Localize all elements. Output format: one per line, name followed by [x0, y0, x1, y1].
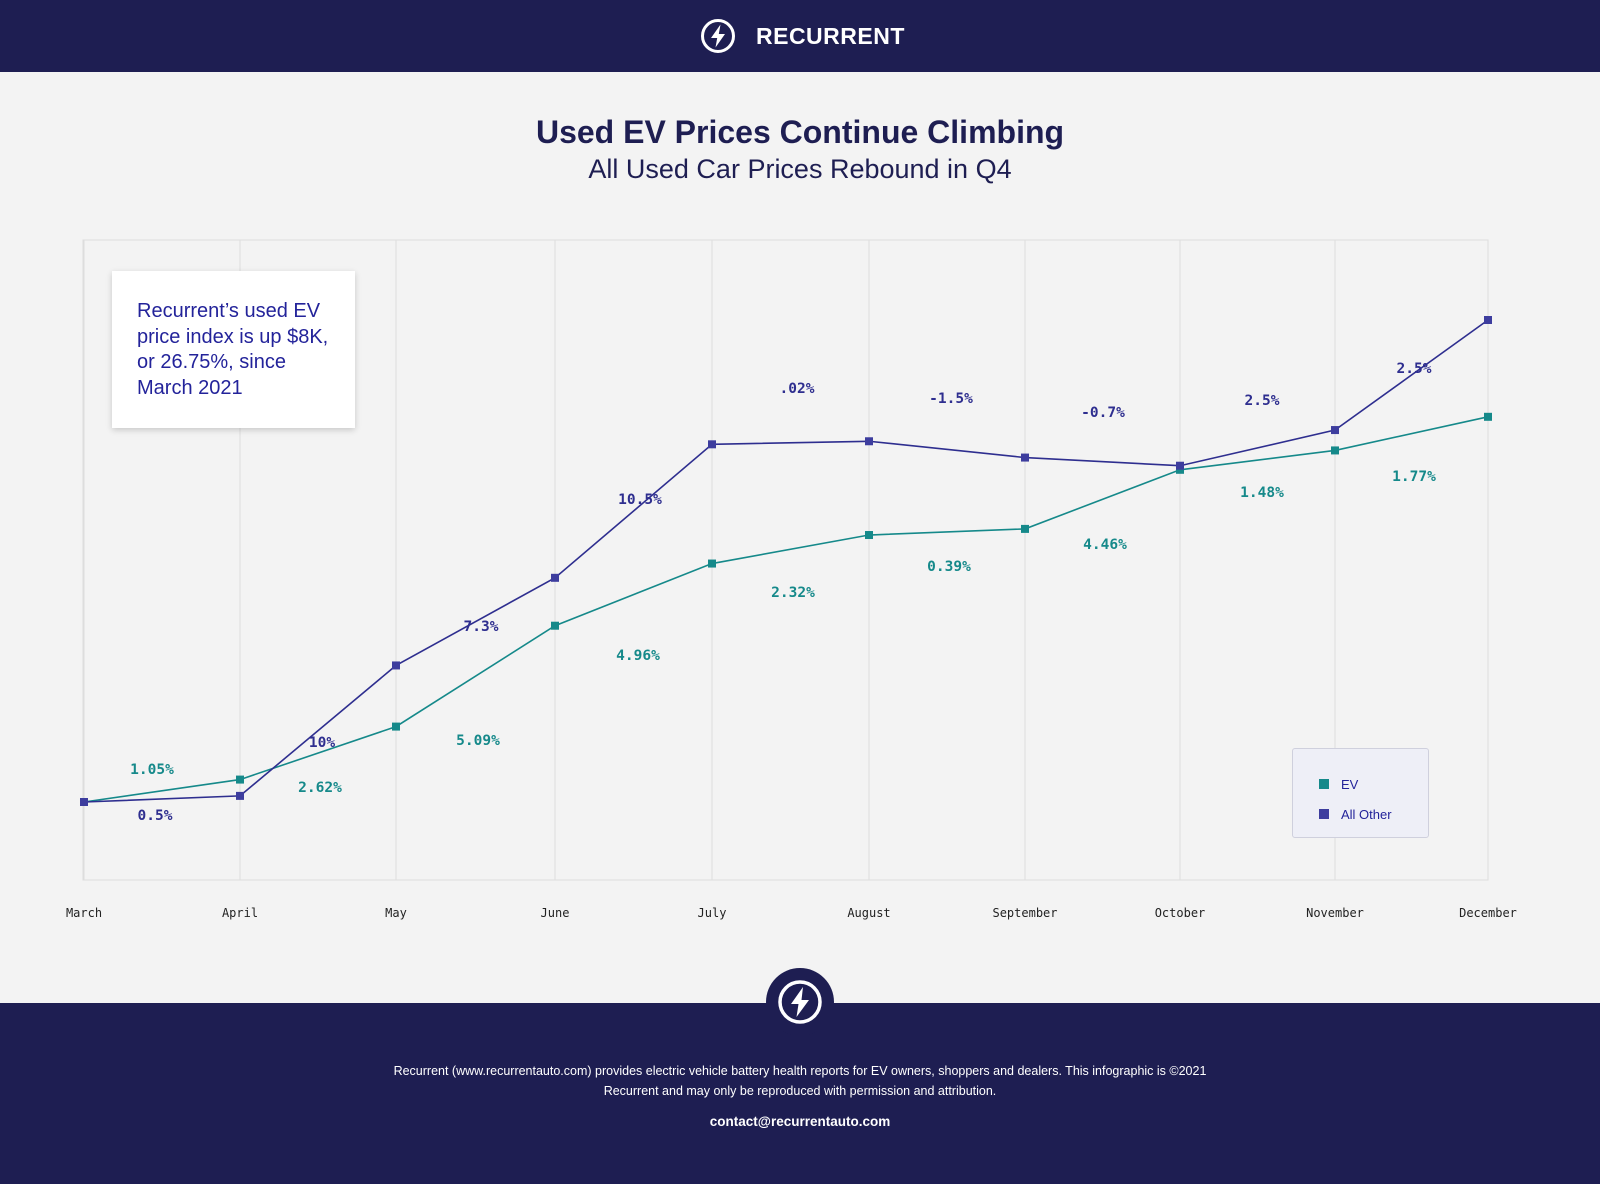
footer-disclaimer: Recurrent (www.recurrentauto.com) provid… [393, 1064, 1207, 1098]
x-tick-label-march: March [66, 906, 102, 920]
data-point-all-other-september [1021, 453, 1029, 462]
data-label-ev-november: 1.48% [1240, 485, 1284, 501]
data-label-all-other-december: 2.5% [1397, 361, 1432, 377]
x-tick-label-october: October [1155, 906, 1206, 920]
data-label-ev-june: 5.09% [456, 733, 500, 749]
x-tick-label-december: December [1459, 906, 1517, 920]
data-point-all-other-july [708, 440, 716, 449]
x-tick-label-november: November [1306, 906, 1364, 920]
data-label-all-other-may: 10% [309, 735, 335, 751]
data-label-ev-april: 1.05% [130, 762, 174, 778]
x-tick-label-august: August [847, 906, 890, 920]
callout-box: Recurrent’s used EV price index is up $8… [112, 271, 355, 428]
data-label-all-other-september: -1.5% [929, 391, 973, 407]
series-line-ev [83, 416, 1489, 803]
data-point-ev-may [392, 722, 400, 731]
data-point-ev-june [551, 621, 559, 630]
data-point-all-other-june [551, 573, 559, 582]
legend-item-all-other: All Other [1293, 799, 1428, 829]
data-point-all-other-march [80, 798, 88, 806]
x-tick-label-june: June [541, 906, 570, 920]
data-point-all-other-october [1176, 461, 1184, 470]
page-subtitle: All Used Car Prices Rebound in Q4 [588, 154, 1012, 184]
data-point-all-other-may [392, 661, 400, 670]
brand[interactable]: RECURRENT [700, 18, 905, 54]
data-label-all-other-august: .02% [780, 381, 815, 397]
x-tick-label-april: April [222, 906, 258, 920]
data-label-ev-december: 1.77% [1392, 469, 1436, 485]
legend-swatch-all-other [1319, 809, 1329, 819]
data-label-all-other-april: 0.5% [138, 808, 173, 824]
data-point-ev-april [236, 775, 244, 784]
data-label-all-other-october: -0.7% [1081, 405, 1125, 421]
data-point-ev-july [708, 559, 716, 568]
page-title: Used EV Prices Continue Climbing [535, 114, 1065, 150]
data-point-all-other-august [865, 437, 873, 446]
data-point-all-other-november [1331, 426, 1339, 435]
data-label-all-other-july: 10.5% [618, 492, 662, 508]
chart-legend: EV All Other [1292, 748, 1429, 838]
data-point-all-other-december [1484, 316, 1492, 324]
footer-contact-email[interactable]: contact@recurrentauto.com [709, 1114, 891, 1129]
data-label-ev-august: 2.32% [771, 585, 815, 601]
legend-label-all-other: All Other [1341, 806, 1392, 822]
data-label-ev-july: 4.96% [616, 648, 660, 664]
data-label-all-other-june: 7.3% [464, 619, 499, 635]
legend-swatch-ev [1319, 779, 1329, 789]
x-tick-label-may: May [385, 906, 407, 920]
data-label-ev-may: 2.62% [298, 780, 342, 796]
bolt-circle-icon [778, 980, 822, 1024]
data-point-ev-october [1176, 465, 1184, 474]
data-point-ev-december [1484, 412, 1492, 421]
brand-name: RECURRENT [756, 22, 905, 49]
data-label-all-other-november: 2.5% [1245, 393, 1280, 409]
x-tick-label-september: September [992, 906, 1057, 920]
data-point-ev-november [1331, 446, 1339, 455]
bolt-circle-icon [701, 19, 735, 53]
data-point-all-other-april [236, 791, 244, 800]
data-label-ev-september: 0.39% [927, 559, 971, 575]
top-bar: RECURRENT [0, 0, 1600, 72]
line-chart: March April May June July August September Octo… [66, 239, 1517, 920]
data-point-ev-august [865, 531, 873, 540]
footer-logo [766, 968, 834, 1036]
data-point-ev-september [1021, 524, 1029, 533]
data-label-ev-october: 4.46% [1083, 537, 1127, 553]
legend-item-ev: EV [1293, 769, 1428, 799]
series-line-all-other [83, 319, 1489, 803]
x-tick-label-july: July [698, 906, 727, 920]
legend-label-ev: EV [1341, 776, 1359, 792]
